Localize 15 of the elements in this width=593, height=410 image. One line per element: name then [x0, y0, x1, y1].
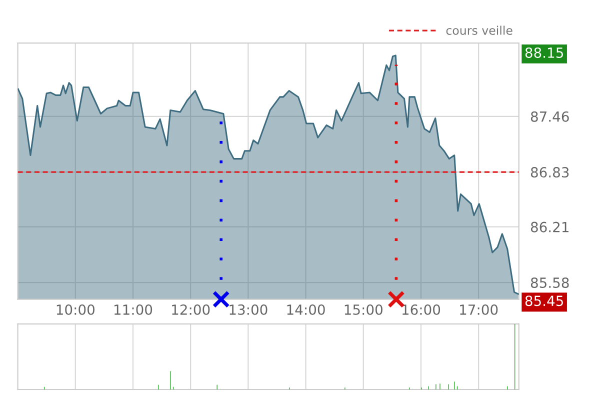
y-tick-label: 87.46 [530, 111, 569, 122]
x-tick-label: 10:00 [56, 304, 94, 315]
x-tick-label: 17:00 [460, 304, 498, 315]
text: 85.45 [525, 296, 563, 306]
x-tick-label: 14:00 [287, 304, 325, 315]
x-tick-label: 11:00 [114, 304, 152, 315]
y-tick-label: 85.58 [530, 277, 569, 288]
y-tick-label: 86.21 [530, 222, 568, 232]
text: 88.15 [525, 47, 563, 58]
x-tick-label: 13:00 [230, 304, 268, 315]
legend-label: cours veille [446, 26, 512, 35]
x-tick-label: 16:00 [402, 304, 440, 315]
x-tick-label: 12:00 [172, 304, 210, 315]
x-tick-label: 15:00 [344, 304, 382, 315]
y-tick-label: 86.83 [530, 167, 569, 178]
